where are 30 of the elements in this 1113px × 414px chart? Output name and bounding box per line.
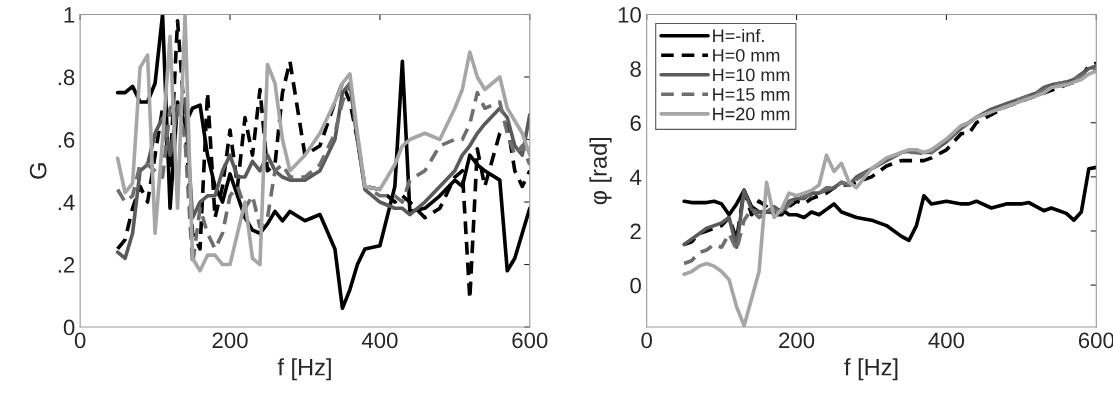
y-tick-label: .8 (58, 69, 75, 86)
y-tick-label: 8 (630, 61, 641, 77)
x-tick-label: 200 (779, 332, 815, 349)
legend-label: H=10 mm (713, 68, 790, 82)
x-tick-label: 600 (512, 332, 548, 349)
legend-label: H=-inf. (713, 28, 764, 43)
y-tick-label: 0 (63, 319, 75, 336)
y-tick-label: .4 (58, 194, 75, 211)
x-tick-label: 0 (641, 332, 652, 349)
x-tick-label: 0 (74, 332, 86, 349)
x-tick-label: 600 (1078, 332, 1113, 349)
legend-label: H=0 mm (713, 48, 780, 62)
x-axis-title: f [Hz] (844, 358, 898, 381)
y-tick-label: .6 (58, 132, 75, 148)
x-tick-label: 400 (361, 332, 398, 349)
line-series (682, 69, 1097, 328)
x-tick-label: 200 (212, 332, 248, 349)
legend-label: H=20 mm (713, 107, 790, 121)
y-axis-title: φ [rad] (589, 137, 612, 205)
y-tick-label: 6 (630, 115, 641, 132)
y-tick-label: 10 (618, 7, 641, 23)
legend-label: H=15 mm (713, 88, 790, 101)
y-tick-label: 0 (630, 277, 641, 294)
x-tick-label: 400 (928, 332, 965, 349)
y-axis-title: G (29, 163, 47, 179)
y-tick-label: 1 (64, 7, 75, 23)
x-axis-title: f [Hz] (277, 358, 331, 381)
y-tick-label: 2 (630, 223, 641, 240)
y-tick-label: .2 (58, 257, 75, 273)
y-tick-label: 4 (629, 169, 642, 185)
